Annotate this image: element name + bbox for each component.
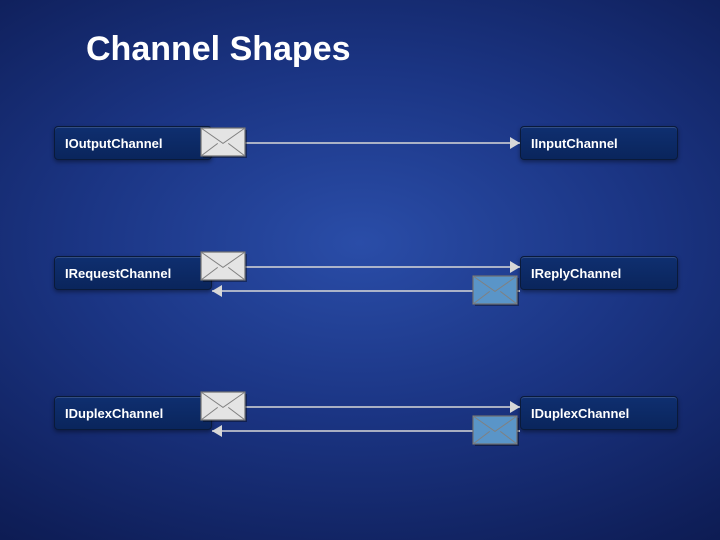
arrow-left-icon: [0, 0, 720, 540]
envelope-icon: [472, 415, 520, 447]
